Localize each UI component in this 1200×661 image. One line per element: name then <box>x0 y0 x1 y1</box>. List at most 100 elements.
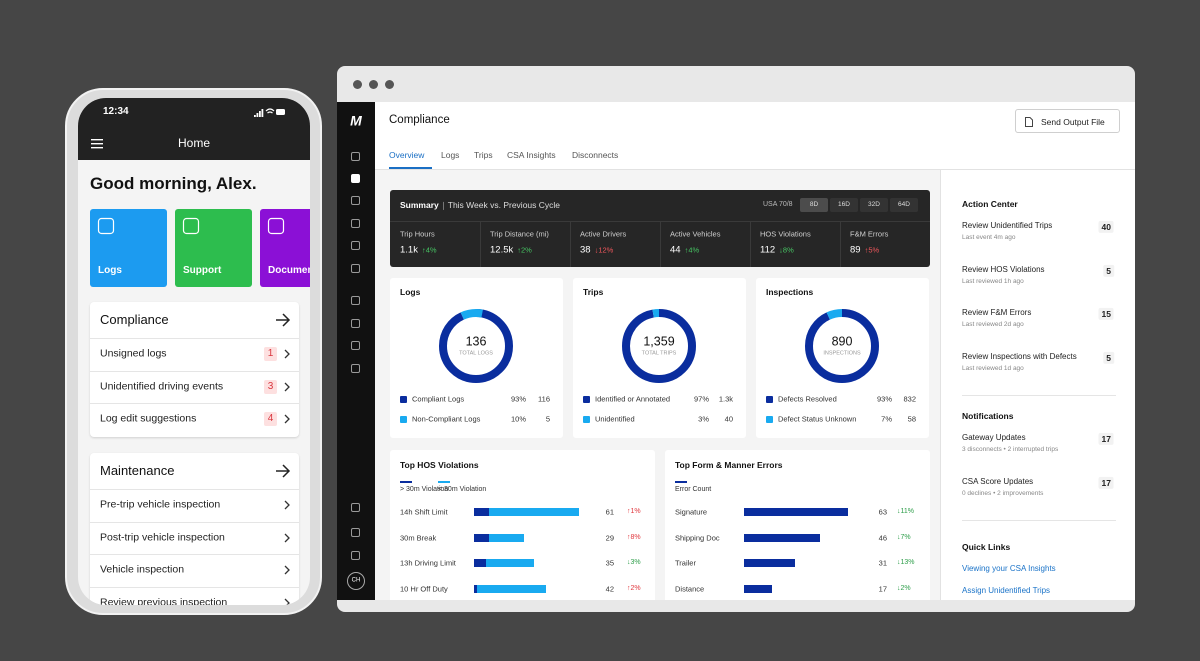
app-tile[interactable]: Documents <box>260 209 310 287</box>
tab[interactable]: Disconnects <box>572 149 619 160</box>
count: 1 <box>267 348 274 359</box>
panel-title: Top HOS Violations <box>400 459 479 470</box>
card-title: Logs <box>400 286 421 297</box>
bar-segment <box>489 508 579 516</box>
item-title[interactable]: Gateway Updates <box>962 433 1026 443</box>
item-subtitle: Last reviewed 1d ago <box>962 365 1024 373</box>
legend-label: < 30m Violation <box>438 485 487 493</box>
status-time: 12:34 <box>103 106 129 117</box>
list-item[interactable]: Pre-trip vehicle inspection <box>100 498 221 511</box>
list-item[interactable]: Review previous inspection <box>100 596 228 605</box>
window-dot <box>384 79 394 89</box>
greeting: Good morning, Alex. <box>90 173 257 193</box>
section-divider <box>962 395 1116 396</box>
legend-label: Identified or Annotated <box>595 394 671 404</box>
tab[interactable]: Trips <box>474 149 493 160</box>
period-button[interactable]: 32D <box>860 198 888 212</box>
metric-label: HOS Violations <box>760 229 811 239</box>
tab[interactable]: CSA Insights <box>507 149 556 160</box>
legend-label: Unidentified <box>595 414 635 424</box>
count: 3 <box>267 380 274 392</box>
list-item[interactable]: Log edit suggestions <box>100 412 197 425</box>
nav-icon[interactable] <box>351 528 360 537</box>
count-badge <box>264 379 277 394</box>
row-divider <box>90 370 299 372</box>
donut-total: 136 <box>465 334 487 349</box>
nav-icon[interactable] <box>351 219 360 228</box>
list-item[interactable]: Post-trip vehicle inspection <box>100 531 225 544</box>
nav-icon[interactable] <box>351 264 360 273</box>
metric-divider <box>660 222 661 267</box>
legend-share: 3% <box>698 414 709 424</box>
donut-card: Inspections 890 INSPECTIONS Defects Resolve… <box>756 278 929 438</box>
metric-value: 44 <box>670 244 681 256</box>
period-button[interactable]: 16D <box>830 198 858 212</box>
tab[interactable]: Overview <box>389 149 425 160</box>
metric-label: Trip Distance (mi) <box>490 229 549 239</box>
item-title[interactable]: Review Unidentified Trips <box>962 221 1053 231</box>
item-count: 5 <box>1103 264 1114 278</box>
page-title: Compliance <box>389 114 450 127</box>
metric-value: 112 <box>760 244 776 256</box>
quick-link[interactable]: Assign Unidentified Trips <box>962 586 1051 596</box>
nav-icon[interactable] <box>351 196 360 205</box>
row-label: Shipping Doc <box>675 533 720 542</box>
file-outline <box>1025 117 1033 127</box>
list-item[interactable]: Unsigned logs <box>100 347 167 360</box>
row-label: 10 Hr Off Duty <box>400 584 448 593</box>
tab[interactable]: Logs <box>441 149 460 160</box>
list-item[interactable]: Unidentified driving events <box>100 380 224 393</box>
row-value: 29 <box>605 533 614 542</box>
item-title[interactable]: Review F&M Errors <box>962 308 1032 318</box>
nav-icon[interactable] <box>351 503 360 512</box>
legend-label: Compliant Logs <box>412 394 465 404</box>
legend-count: 832 <box>903 394 916 404</box>
summary-subtitle: This Week vs. Previous Cycle <box>447 199 561 210</box>
phone-screen: 12:34 Home Good morning, Alex. Logs Support D… <box>78 98 310 605</box>
nav-icon[interactable] <box>351 296 360 305</box>
section-title: Quick Links <box>962 541 1011 552</box>
metric-delta: ↓8% <box>779 245 794 255</box>
row-divider <box>90 489 299 490</box>
nav-icon[interactable] <box>351 174 360 183</box>
nav-icon[interactable] <box>351 152 360 161</box>
nav-icon[interactable] <box>351 364 360 373</box>
sidebar: M CH <box>337 102 375 600</box>
metric-delta: ↑5% <box>864 245 880 255</box>
app-tile[interactable]: Logs <box>90 209 167 287</box>
bar <box>744 508 848 516</box>
period-button[interactable]: 8D <box>800 198 828 212</box>
row-value: 61 <box>605 507 614 517</box>
app-tile[interactable]: Support <box>175 209 252 287</box>
item-title[interactable]: Review HOS Violations <box>962 265 1045 275</box>
nav-icon[interactable] <box>351 241 360 250</box>
chevron-icon <box>284 598 290 605</box>
list-item[interactable]: Vehicle inspection <box>100 563 185 576</box>
content: Summary This Week vs. Previous Cycle USA 7… <box>375 170 940 600</box>
send-button[interactable]: Send Output File <box>1015 109 1120 133</box>
row-value: 63 <box>878 507 887 517</box>
summary-title: Summary <box>400 199 439 210</box>
avatar <box>347 572 365 590</box>
fm-panel: Top Form & Manner Errors Error Count Signa… <box>665 450 930 600</box>
item-title[interactable]: Review Inspections with Defects <box>962 352 1077 362</box>
count: 4 <box>267 413 274 424</box>
signal-bar <box>261 109 264 117</box>
nav-icon[interactable] <box>351 341 360 350</box>
legend-line <box>438 481 450 483</box>
tab-underline <box>389 167 432 169</box>
period-button[interactable]: 64D <box>890 198 918 212</box>
summary-divider <box>390 221 930 222</box>
tile-icon-outline <box>267 217 285 235</box>
metric-delta: ↑2% <box>517 245 532 255</box>
quick-link[interactable]: Viewing your CSA Insights <box>962 564 1056 574</box>
nav-icon[interactable] <box>351 319 360 328</box>
row-label: 13h Driving Limit <box>400 558 456 568</box>
metric-divider <box>840 222 841 267</box>
panel-title: Top Form & Manner Errors <box>675 459 783 470</box>
donut-total: 890 <box>831 334 853 349</box>
donut-total: 1,359 <box>643 334 675 349</box>
nav-icon[interactable] <box>351 551 360 560</box>
item-title[interactable]: CSA Score Updates <box>962 477 1034 487</box>
right-panel: Action Center Review Unidentified Trips La… <box>940 170 1135 600</box>
